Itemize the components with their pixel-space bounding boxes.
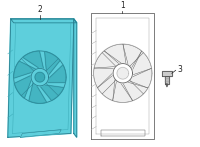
Polygon shape [35, 72, 45, 82]
Polygon shape [14, 51, 66, 103]
Polygon shape [45, 51, 60, 75]
Polygon shape [29, 83, 47, 103]
Polygon shape [98, 75, 115, 101]
Text: 3: 3 [178, 65, 182, 74]
Polygon shape [91, 13, 154, 139]
Polygon shape [74, 19, 77, 137]
Polygon shape [14, 75, 31, 98]
Polygon shape [166, 84, 168, 87]
Polygon shape [40, 85, 64, 101]
Polygon shape [20, 130, 61, 137]
Polygon shape [123, 44, 142, 68]
Polygon shape [47, 65, 66, 83]
Polygon shape [94, 68, 114, 88]
Polygon shape [23, 51, 44, 69]
Polygon shape [165, 76, 169, 84]
Polygon shape [11, 19, 77, 23]
Polygon shape [31, 68, 49, 86]
Polygon shape [123, 82, 148, 101]
Polygon shape [113, 64, 133, 83]
Polygon shape [8, 19, 74, 137]
Polygon shape [132, 51, 151, 75]
Polygon shape [94, 51, 119, 68]
Polygon shape [129, 68, 152, 88]
Text: 2: 2 [37, 5, 42, 14]
Polygon shape [94, 44, 152, 102]
Polygon shape [104, 44, 126, 64]
Text: 1: 1 [120, 1, 125, 10]
Polygon shape [14, 61, 36, 78]
Polygon shape [117, 67, 129, 79]
Polygon shape [113, 81, 133, 102]
Polygon shape [162, 71, 172, 76]
